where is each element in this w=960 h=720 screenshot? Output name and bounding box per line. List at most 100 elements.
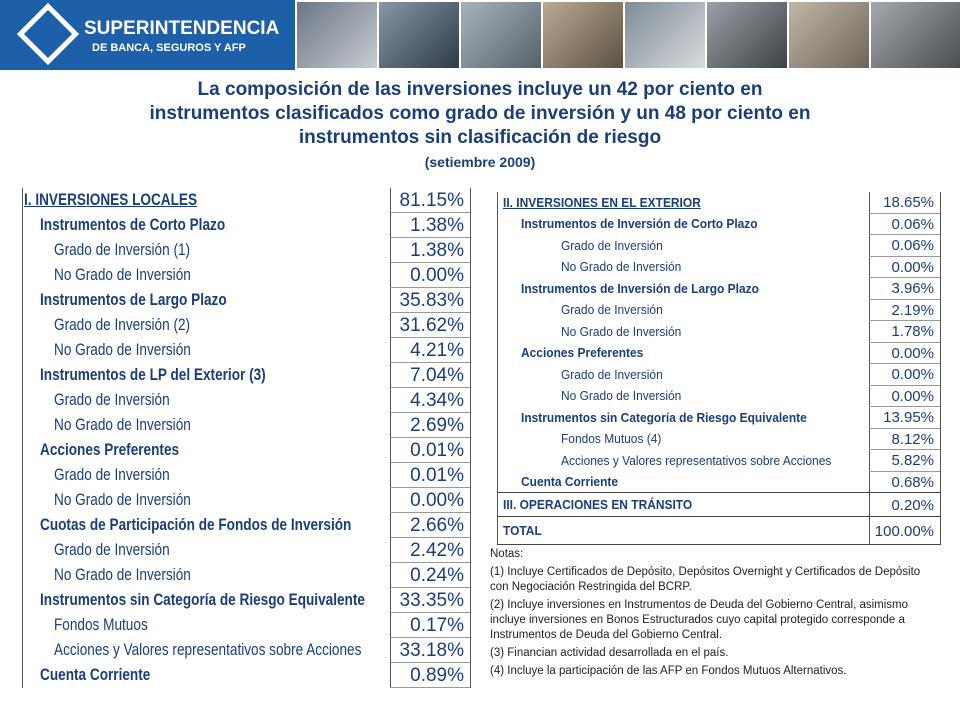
row-line: [390, 237, 470, 238]
row-label: III. OPERACIONES EN TRÁNSITO: [503, 497, 693, 512]
row-line: [869, 427, 940, 429]
row-value: 0.06%: [891, 237, 934, 255]
table-row: Cuenta Corriente 0.68%: [497, 472, 940, 493]
row-line: [869, 298, 940, 300]
row-value: 100.00%: [874, 522, 934, 540]
row-value: 0.17%: [410, 615, 464, 636]
row-line: [869, 255, 940, 257]
logo-subtitle: DE BANCA, SEGUROS Y AFP: [92, 42, 246, 54]
row-value: 7.04%: [410, 365, 464, 386]
row-line: [390, 387, 470, 388]
row-label: Cuenta Corriente: [521, 474, 619, 490]
table-row: No Grado de Inversión 4.21%: [20, 338, 470, 363]
table-row: Grado de Inversión 2.42%: [20, 538, 470, 563]
row-line: [390, 362, 470, 363]
row-label: Cuenta Corriente: [40, 665, 151, 684]
row-label: Acciones y Valores representativos sobre…: [561, 452, 832, 468]
row-value: 0.00%: [891, 258, 934, 276]
table-row: Instrumentos de Corto Plazo 1.38%: [20, 213, 470, 238]
table-row: Acciones y Valores representativos sobre…: [497, 450, 940, 472]
row-label: II. INVERSIONES EN EL EXTERIOR: [503, 194, 701, 210]
title-line: instrumentos clasificados como grado de …: [149, 103, 811, 124]
row-value: 2.42%: [410, 540, 464, 561]
row-line: [390, 412, 470, 413]
row-value: 31.62%: [399, 315, 464, 336]
border: [497, 192, 498, 545]
subtitle: (setiembre 2009): [424, 154, 536, 170]
row-line: [869, 470, 940, 472]
photo: [707, 2, 787, 68]
row-label: Grado de Inversión (1): [54, 240, 191, 259]
row-line: [497, 492, 940, 493]
table-row: I. INVERSIONES LOCALES 81.15%: [20, 188, 470, 213]
note: (1) Incluye Certificados de Depósito, De…: [490, 566, 921, 593]
table-row: III. OPERACIONES EN TRÁNSITO 0.20%: [497, 493, 940, 517]
table-row: No Grado de Inversión 1.78%: [497, 321, 940, 343]
row-line: [390, 587, 470, 588]
border: [22, 188, 23, 688]
notes-heading: Notas:: [490, 548, 524, 560]
row-label: Cuotas de Participación de Fondos de Inv…: [40, 515, 352, 534]
row-label: Instrumentos de Inversión de Largo Plazo: [521, 280, 759, 296]
row-label: No Grado de Inversión: [561, 259, 682, 275]
table-row: Grado de Inversión 0.00%: [497, 364, 940, 386]
row-value: 33.35%: [399, 590, 464, 611]
row-label: I. INVERSIONES LOCALES: [24, 190, 198, 209]
table-row: No Grado de Inversión 0.00%: [20, 488, 470, 513]
table-row: Grado de Inversión 4.34%: [20, 388, 470, 413]
row-label: Instrumentos sin Categoría de Riesgo Equ…: [521, 409, 807, 425]
row-line: [869, 277, 940, 278]
row-line: [869, 384, 940, 386]
row-value: 0.01%: [410, 465, 464, 486]
photo: [461, 2, 541, 68]
row-value: 0.06%: [891, 215, 934, 233]
row-value: 0.89%: [410, 665, 464, 686]
row-label: No Grado de Inversión: [54, 565, 191, 584]
row-label: Acciones Preferentes: [40, 440, 180, 459]
table-row: Grado de Inversión (1) 1.38%: [20, 238, 470, 263]
photo: [625, 2, 705, 68]
row-line: [869, 212, 940, 214]
foreign-table: II. INVERSIONES EN EL EXTERIOR 18.65% Inst…: [497, 192, 941, 545]
row-value: 1.78%: [891, 323, 934, 341]
row-line: [390, 562, 470, 563]
row-value: 4.34%: [410, 390, 464, 411]
table-row: Grado de Inversión 0.01%: [20, 463, 470, 488]
row-value: 0.00%: [891, 387, 934, 405]
row-label: No Grado de Inversión: [54, 415, 191, 434]
row-line: [390, 212, 470, 213]
photo: [379, 2, 459, 68]
row-label: Instrumentos de Largo Plazo: [40, 290, 227, 309]
row-label: No Grado de Inversión: [54, 490, 191, 509]
row-line: [390, 337, 470, 338]
photo: [543, 2, 623, 68]
row-line: [869, 234, 940, 235]
table-row: Acciones Preferentes 0.01%: [20, 438, 470, 463]
row-line: [390, 687, 470, 688]
table-row: Fondos Mutuos (4) 8.12%: [497, 429, 940, 450]
row-label: Acciones y Valores representativos sobre…: [54, 640, 362, 659]
table-row: Instrumentos sin Categoría de Riesgo Equ…: [497, 407, 940, 429]
row-label: Grado de Inversión: [54, 390, 170, 409]
logo-title: SUPERINTENDENCIA: [84, 18, 280, 39]
row-line: [869, 449, 940, 450]
table-row: No Grado de Inversión 0.00%: [497, 386, 940, 407]
row-line: [390, 512, 470, 513]
row-value: 35.83%: [399, 290, 464, 311]
row-value: 0.00%: [410, 265, 464, 286]
note: (3) Financian actividad desarrollada en …: [490, 647, 729, 659]
row-value: 0.20%: [891, 496, 934, 514]
row-label: No Grado de Inversión: [561, 388, 682, 404]
table-row: No Grado de Inversión 0.00%: [20, 263, 470, 288]
table-row: Grado de Inversión 2.19%: [497, 300, 940, 321]
logo-mark: [16, 2, 80, 66]
row-value: 2.69%: [410, 415, 464, 436]
table-row: No Grado de Inversión 0.00%: [497, 257, 940, 278]
note: (2) Incluye inversiones en Instrumentos …: [490, 599, 909, 641]
title-line: La composición de las inversiones incluy…: [197, 79, 763, 100]
row-value: 0.00%: [891, 344, 934, 362]
row-line: [869, 363, 940, 364]
row-label: TOTAL: [503, 523, 542, 538]
row-value: 33.18%: [399, 640, 464, 661]
